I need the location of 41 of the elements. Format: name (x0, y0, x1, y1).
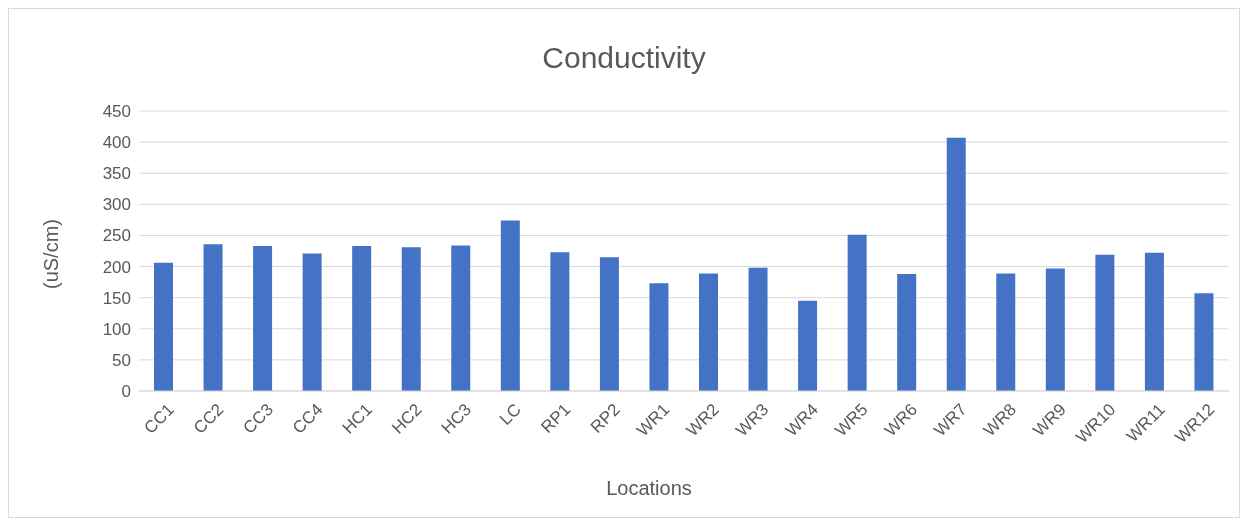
bar (649, 283, 669, 391)
y-tick-label: 0 (121, 382, 131, 402)
bar (996, 273, 1016, 391)
bar (352, 246, 372, 391)
x-tick-label: CC2 (189, 399, 228, 438)
chart-title: Conductivity (541, 41, 707, 75)
bar (599, 257, 619, 391)
bar (1194, 293, 1214, 391)
x-tick-label: CC1 (140, 399, 178, 438)
bar (1045, 268, 1065, 391)
x-tick-label: RP1 (537, 399, 575, 437)
bar (451, 245, 471, 391)
bar (847, 234, 867, 391)
bar (946, 137, 966, 391)
bar (699, 273, 718, 391)
bar (798, 300, 818, 391)
bar (500, 220, 520, 391)
x-tick-label: LC (495, 399, 525, 429)
x-tick-label: CC3 (239, 399, 277, 438)
y-tick-label: 250 (102, 226, 131, 246)
bar (302, 253, 322, 391)
x-tick-label: CC4 (288, 399, 327, 438)
y-tick-label: 100 (102, 319, 131, 339)
bar (401, 247, 421, 391)
y-tick-label: 350 (102, 164, 131, 184)
y-axis-title: (uS/cm) (39, 219, 63, 289)
y-tick-label: 400 (102, 133, 131, 153)
bar (748, 267, 768, 391)
y-tick-label: 300 (102, 195, 131, 215)
x-axis-title: Locations (605, 477, 693, 500)
bar (1095, 254, 1115, 391)
y-tick-label: 450 (102, 102, 131, 122)
y-tick-label: 150 (102, 288, 131, 308)
y-tick-label: 50 (112, 350, 131, 370)
bar (550, 252, 570, 391)
bar (203, 244, 223, 391)
bar (154, 262, 173, 391)
bar (1144, 252, 1164, 391)
bar (253, 246, 273, 391)
y-tick-label: 200 (102, 257, 131, 277)
bar (897, 274, 917, 391)
